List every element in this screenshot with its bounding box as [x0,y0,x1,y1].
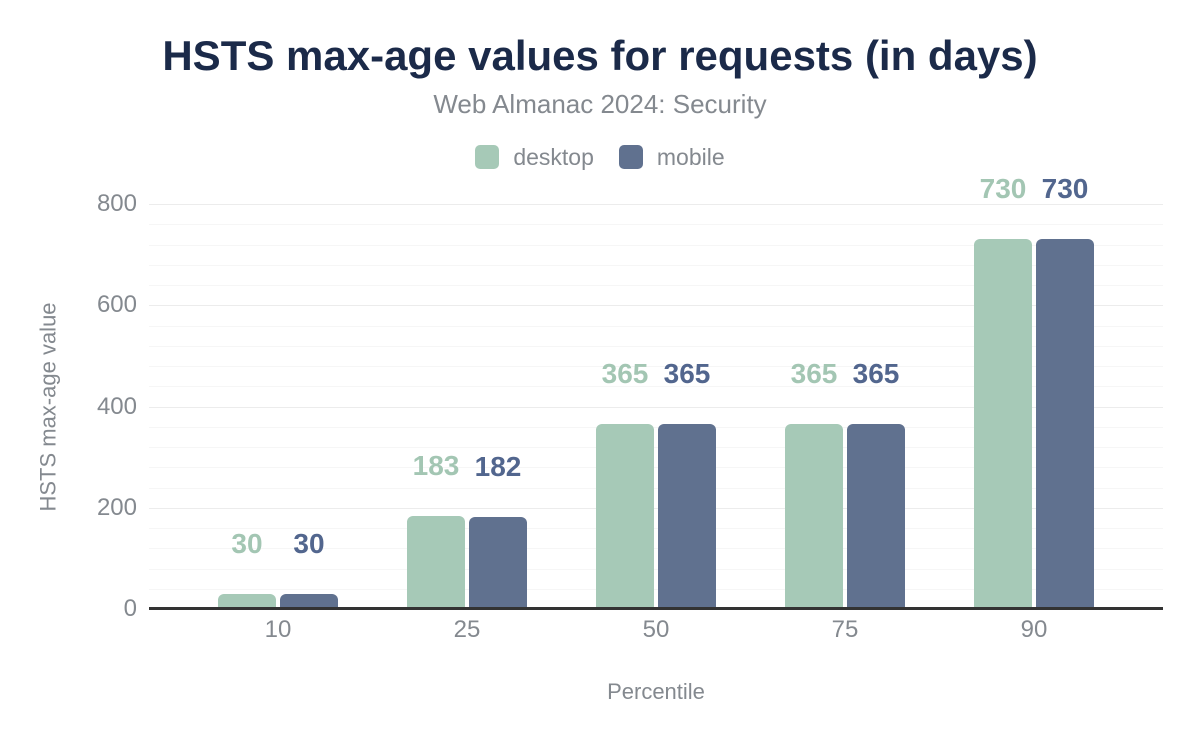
bar-desktop-p50[interactable] [596,424,654,609]
bar-label-desktop-p90: 730 [979,173,1027,205]
x-tick-label: 75 [831,616,859,643]
major-gridline [149,406,1163,408]
y-tick-label: 0 [123,595,137,622]
legend-swatch-desktop-icon [475,145,500,169]
bar-label-mobile-p10: 30 [293,527,325,559]
minor-gridline [149,264,1163,266]
minor-gridline [149,467,1163,469]
minor-gridline [149,426,1163,428]
bar-desktop-p90[interactable] [974,239,1032,609]
x-tick-label: 90 [1020,616,1048,643]
bar-mobile-p75[interactable] [847,424,905,609]
chart-title: HSTS max-age values for requests (in day… [162,32,1038,79]
bar-desktop-p25[interactable] [407,516,465,609]
major-gridline [149,204,1163,205]
legend-label-mobile: mobile [656,143,725,170]
y-tick-label: 400 [96,392,137,420]
bar-label-desktop-p25: 183 [412,450,460,482]
minor-gridline [149,528,1163,529]
bar-mobile-p10[interactable] [280,593,338,609]
legend: desktop mobile [0,143,1200,171]
bar-mobile-p90[interactable] [1036,239,1094,609]
bar-desktop-p75[interactable] [785,424,843,609]
minor-gridline [149,386,1163,388]
legend-item-desktop[interactable]: desktop [475,144,594,171]
minor-gridline [149,447,1163,448]
y-axis-title: HSTS max-age value [35,302,61,512]
bar-desktop-p10[interactable] [218,593,276,609]
x-axis-line [149,607,1163,610]
chart-subtitle: Web Almanac 2024: Security [433,89,767,119]
bar-label-mobile-p50: 365 [663,358,711,390]
bar-label-desktop-p10: 30 [231,527,263,559]
minor-gridline [149,244,1163,246]
legend-swatch-mobile-icon [618,145,643,169]
legend-item-mobile[interactable]: mobile [618,143,725,171]
y-tick-label: 600 [96,291,137,319]
y-tick-label: 800 [96,190,137,217]
minor-gridline [149,224,1163,226]
minor-gridline [149,568,1163,570]
major-gridline [149,507,1163,509]
x-tick-label: 50 [642,616,670,643]
y-tick-label: 200 [96,493,137,521]
bar-label-mobile-p75: 365 [852,358,900,390]
bar-label-mobile-p90: 730 [1041,173,1089,205]
minor-gridline [149,285,1163,286]
legend-label-desktop: desktop [513,143,594,170]
bar-mobile-p25[interactable] [469,516,527,609]
x-tick-label: 25 [453,616,481,643]
minor-gridline [149,548,1163,550]
minor-gridline [149,325,1163,327]
x-tick-label: 10 [264,616,292,643]
x-axis-title: Percentile [607,679,705,704]
minor-gridline [149,366,1163,367]
minor-gridline [149,588,1163,590]
bar-label-desktop-p75: 365 [790,358,838,390]
bar-label-mobile-p25: 182 [474,450,522,482]
major-gridline [149,305,1163,307]
bar-label-desktop-p50: 365 [601,358,649,390]
minor-gridline [149,345,1163,347]
bar-mobile-p50[interactable] [658,424,716,609]
minor-gridline [149,487,1163,489]
